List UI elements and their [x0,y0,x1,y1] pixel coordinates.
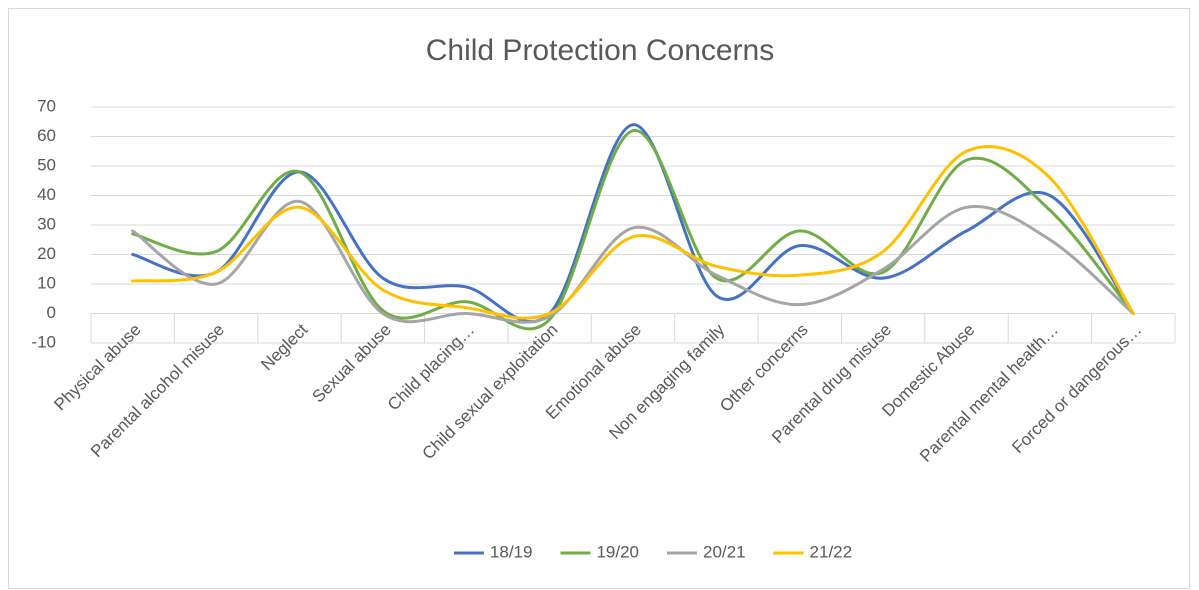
legend: 18/19 19/20 20/21 21/22 [453,542,853,561]
series-line [131,144,1135,320]
y-tick-label: -10 [31,332,56,351]
legend-label: 19/20 [596,542,639,561]
series-line [131,199,1135,324]
legend-label: 20/21 [703,542,746,561]
legend-label: 21/22 [810,542,853,561]
legend-label: 18/19 [490,542,533,561]
series-line [131,129,1135,331]
y-tick-label: 0 [47,303,56,322]
y-tick-label: 70 [37,96,56,115]
y-tick-label: 40 [37,185,56,204]
y-tick-label: 50 [37,155,56,174]
y-tick-label: 20 [37,244,56,263]
y-tick-label: 60 [37,126,56,145]
y-tick-label: 10 [37,273,56,292]
y-tick-label: 30 [37,214,56,233]
chart-title: Child Protection Concerns [426,34,775,67]
chart-border [8,8,1190,589]
